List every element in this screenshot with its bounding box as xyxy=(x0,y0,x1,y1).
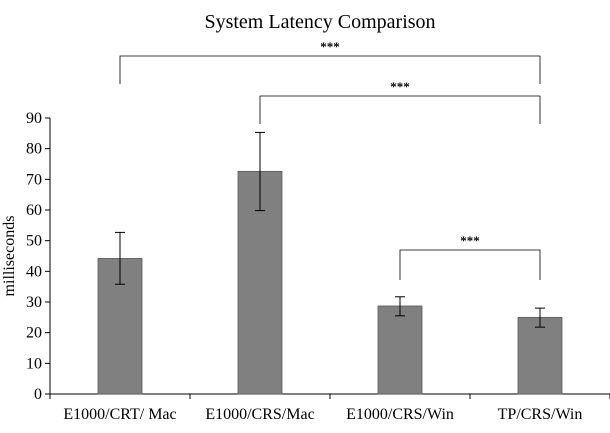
significance-label: *** xyxy=(390,79,410,94)
significance-bracket xyxy=(259,95,541,124)
y-tick-label: 80 xyxy=(26,141,42,158)
bar xyxy=(377,305,423,395)
y-tick-label: 40 xyxy=(26,263,42,280)
significance-label: *** xyxy=(320,39,340,54)
bars xyxy=(97,170,563,395)
y-axis-label: milliseconds xyxy=(1,216,18,297)
chart-title: System Latency Comparison xyxy=(204,11,435,33)
x-category-label: TP/CRS/Win xyxy=(498,406,583,423)
y-tick-label: 10 xyxy=(26,355,42,372)
y-tick-label: 90 xyxy=(26,110,42,127)
significance-bracket xyxy=(399,249,541,280)
y-tick-label: 70 xyxy=(26,171,42,188)
axes: 0 10 20 30 40 50 60 70 80 90 E1000/CRT/ Mac E1000/C… xyxy=(26,110,610,423)
significance-bracket xyxy=(119,55,541,84)
x-category-label: E1000/CRT/ Mac xyxy=(63,406,176,423)
y-tick-label: 60 xyxy=(26,202,42,219)
y-tick-label: 20 xyxy=(26,325,42,342)
error-bars xyxy=(115,131,545,328)
x-category-label: E1000/CRS/Mac xyxy=(205,406,314,423)
bar xyxy=(517,316,563,395)
y-tick-label: 50 xyxy=(26,233,42,250)
significance-brackets: *** *** *** xyxy=(119,39,541,280)
y-tick-label: 30 xyxy=(26,294,42,311)
y-tick-label: 0 xyxy=(34,386,42,403)
x-category-label: E1000/CRS/Win xyxy=(346,406,454,423)
significance-label: *** xyxy=(460,233,480,248)
